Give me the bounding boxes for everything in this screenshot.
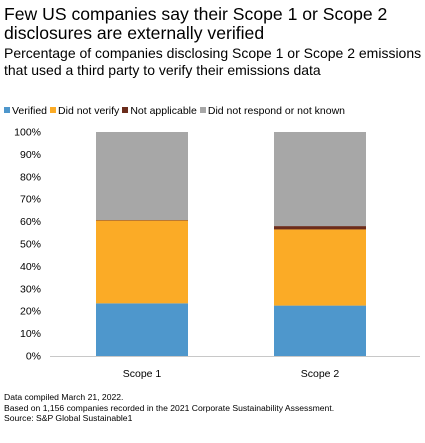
y-tick-label: 70% xyxy=(20,194,41,206)
legend-item-3: Not applicable xyxy=(122,104,197,118)
y-tick-label: 80% xyxy=(20,171,41,183)
y-tick-label: 100% xyxy=(14,127,41,139)
y-tick-label: 50% xyxy=(20,239,41,251)
bar-scope-1-series-4 xyxy=(96,132,188,221)
y-tick-label: 30% xyxy=(20,283,41,295)
y-tick-label: 10% xyxy=(20,328,41,340)
y-tick-label: 20% xyxy=(20,306,41,318)
chart-title: Few US companies say their Scope 1 or Sc… xyxy=(4,4,388,43)
y-tick-label: 40% xyxy=(20,261,41,273)
chart-subtitle: Percentage of companies disclosing Scope… xyxy=(4,45,422,78)
legend-swatch xyxy=(122,107,129,113)
legend-item-2: Did not verify xyxy=(50,104,119,118)
bar-scope-1-series-2 xyxy=(96,220,188,304)
legend-label: Verified xyxy=(12,105,48,117)
y-tick-label: 0% xyxy=(26,351,41,363)
footnote-basis: Based on 1,156 companies recorded in the… xyxy=(4,402,335,413)
x-tick-label: Scope 1 xyxy=(123,368,162,380)
bar-scope-2-series-3 xyxy=(274,226,366,230)
legend: Verified Did not verify Not applicable Did … xyxy=(4,104,425,118)
legend-swatch xyxy=(4,107,10,113)
legend-swatch xyxy=(199,107,206,113)
y-tick-label: 90% xyxy=(20,149,41,161)
legend-item-4: Did not respond or not known xyxy=(199,104,346,118)
legend-item-1: Verified xyxy=(4,104,47,118)
bar-scope-2-series-1 xyxy=(274,305,366,356)
x-tick-label: Scope 2 xyxy=(301,368,340,380)
legend-label: Did not respond or not known xyxy=(207,105,346,117)
footnotes: Data compiled March 21, 2022. Based on 1… xyxy=(4,392,425,424)
bar-scope-2-series-2 xyxy=(274,229,366,306)
footnote-source: Source: S&P Global Sustainable1 xyxy=(4,413,133,423)
legend-label: Not applicable xyxy=(130,105,197,117)
legend-label: Did not verify xyxy=(58,105,120,117)
y-tick-label: 60% xyxy=(20,216,41,228)
footnote-date: Data compiled March 21, 2022. xyxy=(4,392,124,402)
bar-scope-1-series-1 xyxy=(96,303,188,356)
legend-swatch xyxy=(50,107,57,113)
bar-scope-2-series-4 xyxy=(274,132,366,227)
